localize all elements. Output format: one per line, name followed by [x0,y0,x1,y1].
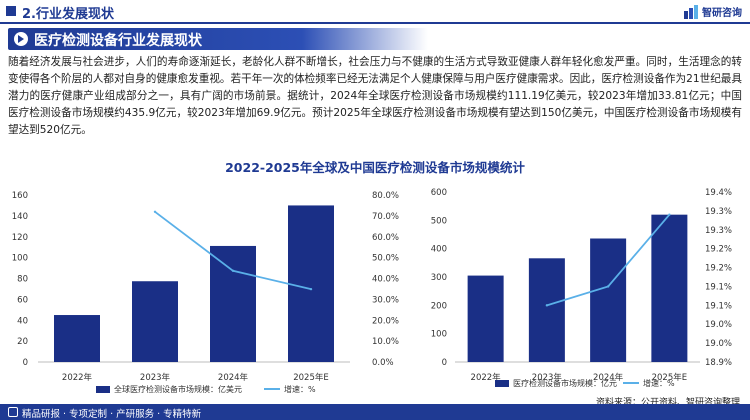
y-left-tick-label: 120 [12,233,28,243]
y-left-tick-label: 400 [431,245,447,255]
top-bar: 2.行业发展现状 智研咨询 [0,0,750,26]
x-tick-label: 2024年 [218,372,249,383]
y-left-tick-label: 20 [17,337,28,347]
y-right-tick-label: 20.0% [372,316,399,326]
y-left-tick-label: 160 [12,191,28,201]
y-right-tick-label: 18.9% [705,358,732,368]
section-title: 2.行业发展现状 [22,7,114,22]
x-tick-label: 2023年 [532,372,563,383]
x-tick-label: 2025年E [652,372,688,383]
y-right-tick-label: 60.0% [372,233,399,243]
legend-bar-swatch [495,380,509,387]
y-right-tick-label: 70.0% [372,212,399,222]
legend-line-label: 增速：% [284,384,316,394]
y-right-tick-label: 40.0% [372,275,399,285]
play-icon [14,32,28,46]
page-title: 医疗检测设备行业发展现状 [34,33,202,49]
x-tick-label: 2024年 [593,372,624,383]
y-right-tick-label: 19.1% [705,301,732,311]
y-right-tick-label: 19.0% [705,320,732,330]
y-right-tick-label: 19.1% [705,282,732,292]
legend-bar-label: 全球医疗检测设备市场规模：亿美元 [114,384,242,394]
y-right-tick-label: 19.0% [705,339,732,349]
bar [651,214,688,362]
y-right-tick-label: 19.3% [705,226,732,236]
y-right-tick-label: 80.0% [372,191,399,201]
y-left-tick-label: 600 [431,188,447,198]
body-paragraph: 随着经济发展与社会进步，人们的寿命逐渐延长，老龄化人群不断增长，社会压力与不健康… [8,56,742,136]
y-left-tick-label: 60 [17,295,28,305]
growth-point [668,213,671,216]
bar [54,315,100,362]
bar [210,245,256,362]
y-right-tick-label: 19.2% [705,264,732,274]
y-left-tick-label: 80 [17,275,28,285]
legend-line-label: 增速：% [643,378,675,388]
x-tick-label: 2022年 [62,372,93,383]
x-tick-label: 2023年 [140,372,171,383]
growth-point [231,269,235,272]
y-left-tick-label: 100 [12,254,28,264]
legend-bar-label: 医疗检测设备市场规模：亿元 [513,378,617,388]
y-left-tick-label: 40 [17,316,28,326]
y-right-tick-label: 19.4% [705,188,732,198]
footer-bar: 精品研报 · 专项定制 · 产研服务 · 专精特新 [0,404,750,420]
footer-text: 精品研报 · 专项定制 · 产研服务 · 专精特新 [22,409,202,420]
page-banner: 医疗检测设备行业发展现状 [8,28,428,50]
x-tick-label: 2025年E [293,372,329,383]
bar [132,281,178,362]
y-left-tick-label: 0 [442,358,447,368]
y-right-tick-label: 0.0% [372,358,394,368]
y-left-tick-label: 0 [23,358,28,368]
bar [590,238,627,362]
y-right-tick-label: 19.3% [705,207,732,217]
y-right-tick-label: 30.0% [372,295,399,305]
y-right-tick-label: 10.0% [372,337,399,347]
growth-point [545,304,549,307]
bar [528,258,565,362]
growth-point [153,210,157,213]
y-left-tick-label: 300 [431,273,447,283]
brand-name: 智研咨询 [702,8,742,19]
chart-title: 2022-2025年全球及中国医疗检测设备市场规模统计 [225,160,525,175]
growth-point [309,287,313,291]
legend-bar-swatch [96,386,110,393]
brand-logo-icon [684,4,698,19]
growth-point [606,285,610,288]
brand-logo: 智研咨询 [684,4,742,19]
section-marker-icon [6,6,16,16]
document-icon [8,407,18,417]
y-left-tick-label: 100 [431,330,447,340]
bar [288,205,334,362]
y-left-tick-label: 500 [431,216,447,226]
y-right-tick-label: 19.2% [705,245,732,255]
header-divider [0,22,750,24]
bar [467,275,504,362]
y-left-tick-label: 140 [12,212,28,222]
y-right-tick-label: 50.0% [372,254,399,264]
x-tick-label: 2022年 [471,372,502,383]
y-left-tick-label: 200 [431,301,447,311]
